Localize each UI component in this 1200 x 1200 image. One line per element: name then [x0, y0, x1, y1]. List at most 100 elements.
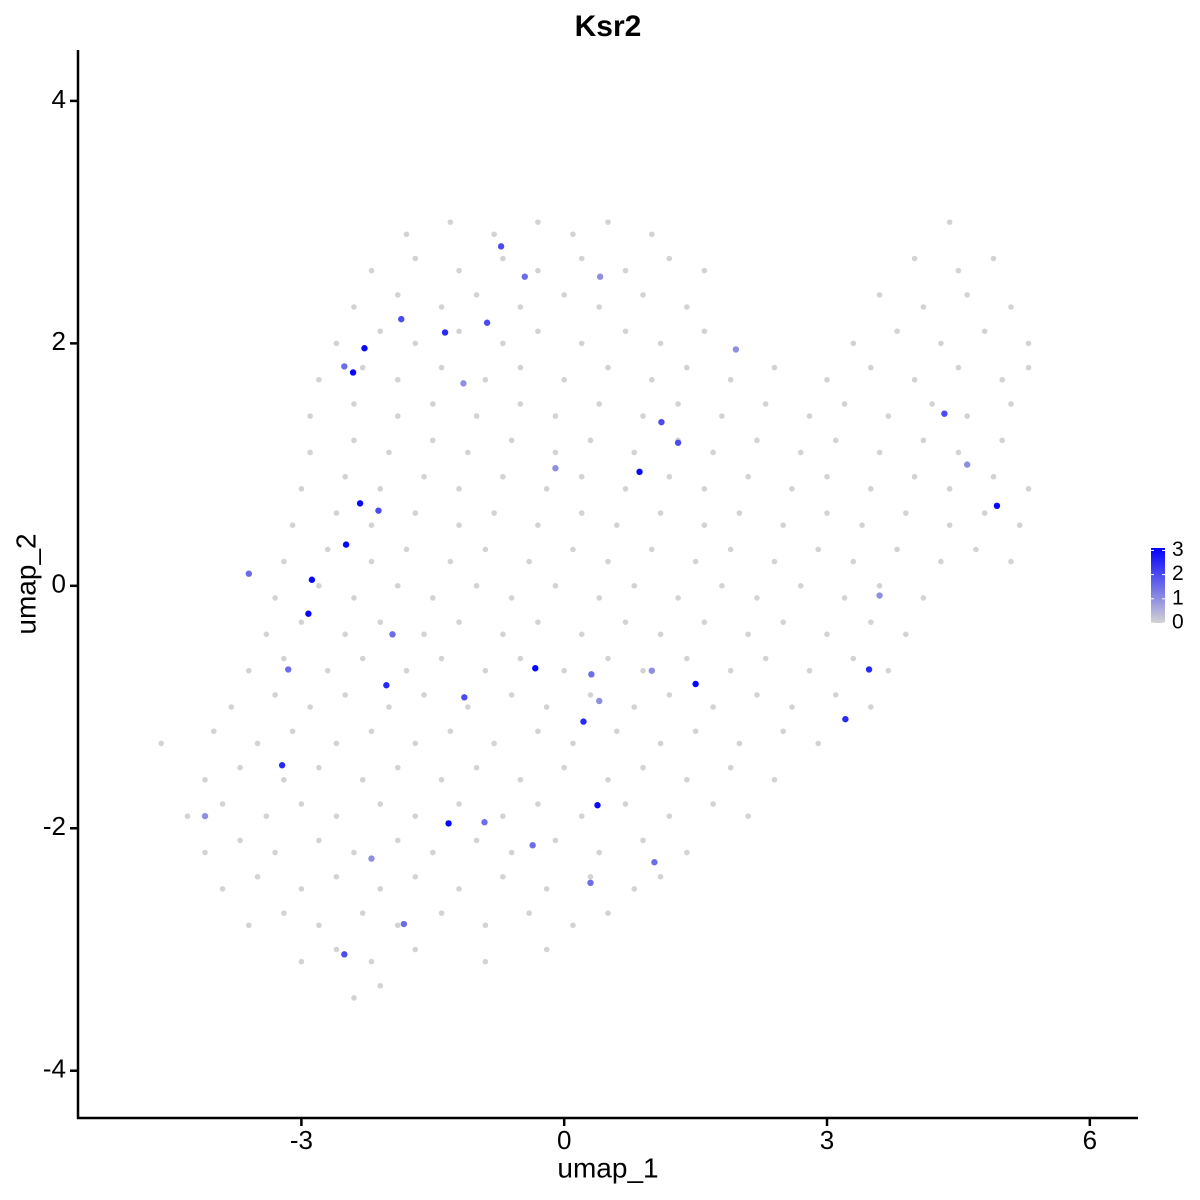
point: [429, 849, 436, 856]
point: [674, 439, 682, 446]
point: [605, 776, 611, 783]
point: [483, 319, 491, 326]
point: [281, 776, 287, 783]
point: [333, 510, 340, 516]
point: [771, 364, 778, 371]
point: [359, 655, 366, 662]
point: [456, 886, 462, 892]
point: [1025, 340, 1032, 347]
point: [202, 776, 208, 783]
point: [622, 801, 629, 807]
point: [771, 776, 778, 783]
point: [298, 958, 305, 965]
point: [389, 631, 396, 638]
point: [386, 449, 392, 456]
point: [351, 304, 357, 310]
point: [640, 413, 646, 419]
x-tick-label: 3: [820, 1125, 834, 1155]
point: [438, 655, 445, 662]
point: [394, 764, 401, 771]
point: [570, 546, 576, 553]
point: [324, 667, 331, 674]
point: [920, 595, 927, 601]
point: [543, 886, 550, 892]
point: [657, 510, 664, 516]
point: [482, 667, 489, 674]
point: [491, 510, 497, 516]
point: [412, 946, 419, 953]
point: [281, 910, 287, 916]
point: [535, 728, 541, 735]
point: [429, 401, 436, 407]
point: [272, 849, 278, 856]
point: [526, 558, 532, 565]
point: [412, 873, 419, 880]
point: [605, 910, 611, 916]
point: [754, 692, 760, 698]
point: [543, 946, 550, 953]
y-tick-label: 2: [52, 326, 66, 356]
point: [184, 813, 191, 819]
point: [394, 413, 401, 419]
point: [649, 546, 655, 553]
point: [842, 715, 849, 723]
point: [500, 340, 506, 347]
point: [920, 437, 927, 444]
point: [868, 704, 874, 710]
point: [658, 418, 665, 426]
point: [578, 813, 585, 819]
point: [929, 401, 935, 407]
point: [789, 704, 795, 710]
point: [368, 728, 375, 735]
point: [605, 364, 611, 371]
point: [491, 740, 497, 747]
point: [465, 449, 471, 456]
point: [701, 486, 708, 492]
point: [754, 595, 760, 601]
point: [570, 740, 576, 747]
point: [981, 328, 988, 335]
point: [806, 667, 813, 674]
point: [307, 449, 313, 456]
point: [596, 304, 603, 310]
point: [990, 473, 997, 480]
point: [640, 667, 646, 674]
point: [359, 364, 366, 371]
point: [649, 231, 655, 238]
point: [1025, 486, 1032, 492]
point: [789, 486, 795, 492]
point: [640, 764, 646, 771]
point: [429, 437, 436, 444]
x-tick-label: 0: [557, 1125, 571, 1155]
point: [666, 255, 673, 262]
point: [202, 849, 208, 856]
point: [894, 328, 900, 335]
point: [710, 704, 716, 710]
point: [377, 801, 384, 807]
point: [532, 665, 539, 672]
point: [342, 541, 350, 548]
point: [316, 922, 322, 929]
point: [497, 243, 505, 250]
point: [445, 820, 452, 827]
point: [526, 910, 532, 916]
point: [219, 801, 226, 807]
point: [868, 486, 874, 492]
point: [797, 449, 804, 456]
point: [946, 486, 953, 492]
point: [482, 376, 489, 383]
point: [552, 413, 559, 419]
point: [578, 631, 585, 638]
point: [981, 510, 988, 516]
point: [482, 958, 489, 965]
point: [955, 449, 962, 456]
point: [307, 413, 313, 419]
point: [1008, 558, 1014, 565]
point: [158, 740, 165, 747]
point: [375, 507, 382, 514]
point: [351, 849, 357, 856]
point: [596, 595, 603, 601]
point: [657, 340, 664, 347]
